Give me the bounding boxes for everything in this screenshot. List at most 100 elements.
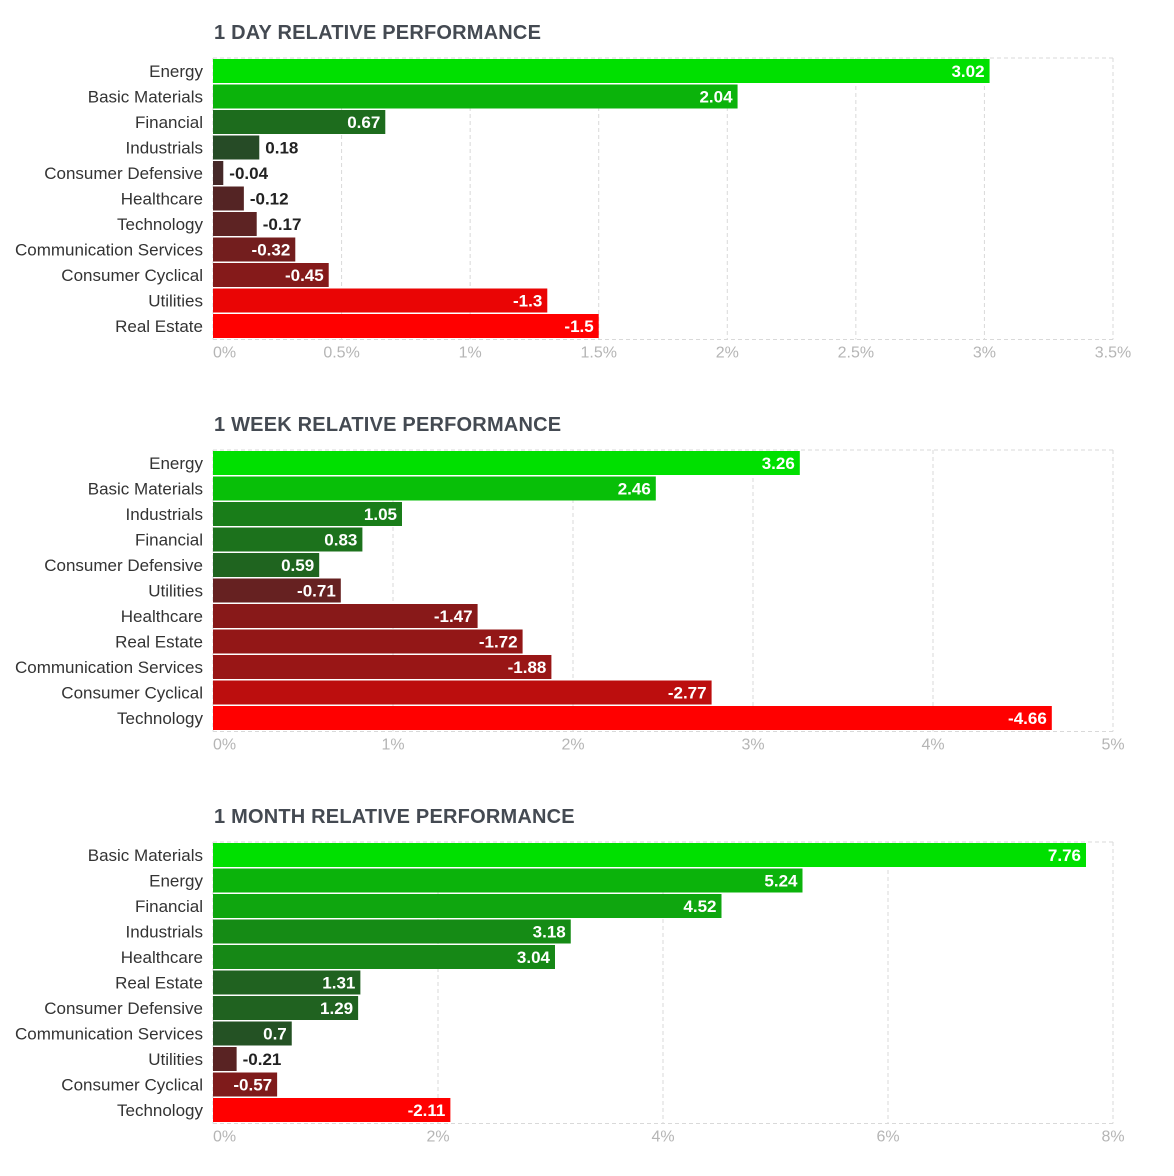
value-label: -1.88 [508,658,547,677]
tick-label: 4% [921,737,944,754]
category-label: Communication Services [15,1025,203,1044]
value-label: -2.11 [408,1101,446,1120]
category-label: Financial [135,897,203,916]
category-label: Healthcare [121,948,203,967]
category-label: Basic Materials [88,480,203,499]
bar [213,1047,237,1071]
value-label: -1.72 [479,633,518,652]
tick-label: 3% [973,345,996,362]
category-label: Industrials [126,139,203,158]
chart-1-month: 1 MONTH RELATIVE PERFORMANCE Basic Mater… [0,806,1174,1176]
value-label: -0.12 [250,190,289,209]
category-label: Industrials [126,505,203,524]
bar [213,476,656,501]
tick-label: 8% [1101,1129,1124,1146]
bar [213,110,386,134]
category-label: Real Estate [115,633,203,652]
bar [213,629,523,654]
chart-1-week: 1 WEEK RELATIVE PERFORMANCE Energy 3.26 Ba… [0,414,1174,784]
bar [213,655,552,679]
bar [213,502,402,526]
bar [213,1098,451,1122]
category-label: Financial [135,113,203,132]
tick-label: 2% [426,1129,449,1146]
bar [213,84,738,109]
tick-label: 3% [741,737,764,754]
tick-label: 0% [213,1129,236,1146]
category-label: Real Estate [115,974,203,993]
category-label: Energy [149,62,203,81]
chart-title: 1 MONTH RELATIVE PERFORMANCE [214,806,575,828]
bar [213,212,257,236]
category-label: Consumer Defensive [44,556,203,575]
value-label: 7.76 [1048,846,1081,865]
value-label: 1.29 [320,999,353,1018]
value-label: 0.7 [263,1025,287,1044]
tick-label: 1% [459,345,482,362]
value-label: 3.02 [951,62,984,81]
value-label: -0.32 [252,241,291,260]
tick-label: 0% [213,737,236,754]
chart-1-day: 1 DAY RELATIVE PERFORMANCE Energy 3.02 Bas… [0,22,1174,392]
value-label: 0.18 [265,139,298,158]
bar [213,59,990,83]
bar [213,578,341,603]
bar [213,186,244,211]
value-label: -0.45 [285,266,324,285]
value-label: -1.47 [434,607,473,626]
tick-label: 2% [716,345,739,362]
tick-label: 1% [381,737,404,754]
category-label: Consumer Defensive [44,999,203,1018]
value-label: 5.24 [764,872,798,891]
tick-label: 2.5% [838,345,874,362]
bar [213,919,571,944]
category-label: Consumer Cyclical [61,266,203,285]
chart-plot: Energy 3.26 Basic Materials 2.46 Industrials… [15,449,1125,754]
category-label: Utilities [148,1050,203,1069]
bar [213,314,599,338]
value-label: -2.77 [668,684,707,703]
value-label: -0.04 [229,164,268,183]
bar [213,945,555,969]
category-label: Technology [117,215,204,234]
bar [213,451,800,475]
bar [213,553,320,577]
bar [213,868,803,893]
tick-label: 0.5% [323,345,359,362]
value-label: 0.83 [324,531,357,550]
value-label: -1.5 [564,317,593,336]
category-label: Real Estate [115,317,203,336]
chart-title: 1 WEEK RELATIVE PERFORMANCE [214,414,562,436]
value-label: 1.31 [322,974,355,993]
bar [213,604,478,628]
category-label: Healthcare [121,190,203,209]
bar [213,263,329,287]
bar [213,161,224,185]
tick-label: 1.5% [580,345,616,362]
value-label: -0.57 [233,1076,272,1095]
bar [213,135,260,160]
tick-label: 2% [561,737,584,754]
tick-label: 4% [651,1129,674,1146]
tick-label: 5% [1101,737,1124,754]
category-label: Consumer Defensive [44,164,203,183]
category-label: Communication Services [15,241,203,260]
bar [213,527,363,552]
value-label: 0.59 [281,556,314,575]
category-label: Consumer Cyclical [61,1076,203,1095]
tick-label: 0% [213,345,236,362]
bar [213,843,1086,867]
category-label: Technology [117,709,204,728]
tick-label: 3.5% [1095,345,1131,362]
value-label: 2.46 [618,480,651,499]
value-label: 2.04 [699,88,733,107]
tick-label: 6% [876,1129,899,1146]
bar [213,237,296,262]
value-label: 0.67 [347,113,380,132]
bar [213,894,722,918]
category-label: Utilities [148,292,203,311]
chart-plot: Basic Materials 7.76 Energy 5.24 Financial 4.… [15,841,1125,1146]
bar [213,1072,278,1097]
category-label: Energy [149,872,203,891]
value-label: 3.04 [517,948,551,967]
